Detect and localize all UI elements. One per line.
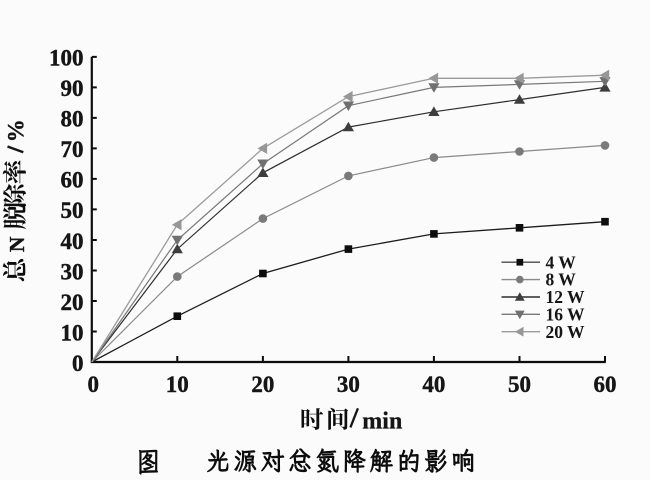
svg-text:min: min (362, 409, 402, 435)
svg-text:60: 60 (594, 372, 617, 397)
svg-text:8 W: 8 W (546, 270, 577, 290)
svg-text:10: 10 (166, 372, 189, 397)
svg-text:40: 40 (422, 372, 445, 397)
svg-text:40: 40 (61, 229, 84, 254)
svg-text:70: 70 (61, 137, 84, 162)
svg-text:0: 0 (72, 351, 84, 376)
svg-text:20 W: 20 W (546, 322, 586, 342)
svg-text:20: 20 (61, 290, 84, 315)
svg-text:0: 0 (88, 372, 100, 397)
svg-text:16 W: 16 W (546, 304, 586, 324)
svg-text:50: 50 (61, 198, 84, 223)
svg-text:90: 90 (61, 76, 84, 101)
svg-text:N: N (5, 236, 29, 252)
svg-text:50: 50 (508, 372, 531, 397)
svg-text:60: 60 (61, 168, 84, 193)
svg-text:12 W: 12 W (546, 287, 586, 307)
svg-text:20: 20 (251, 372, 274, 397)
svg-text:4 W: 4 W (546, 252, 577, 272)
svg-text:100: 100 (49, 46, 84, 71)
svg-text:80: 80 (61, 107, 84, 132)
svg-text:10: 10 (61, 320, 84, 345)
svg-text:30: 30 (337, 372, 360, 397)
svg-text:30: 30 (61, 259, 84, 284)
svg-text:%: % (4, 119, 29, 142)
